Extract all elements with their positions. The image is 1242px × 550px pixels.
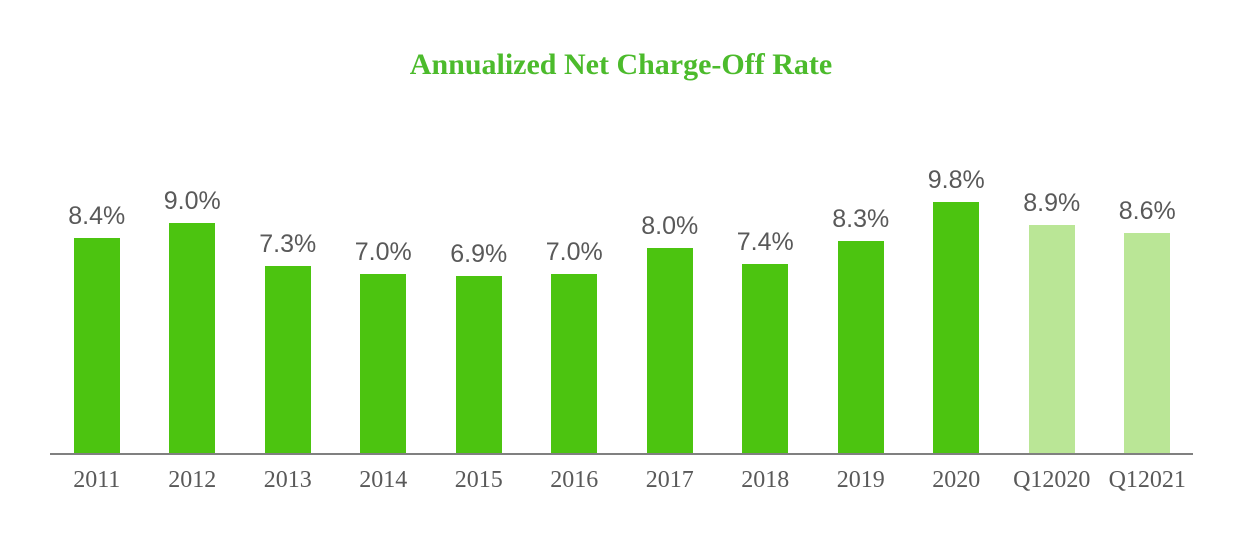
bar-group: 8.3% — [813, 153, 909, 453]
x-tick-label: 2015 — [454, 467, 503, 493]
x-tick-label: 2014 — [359, 467, 408, 493]
x-tick-label: Q12020 — [1013, 467, 1091, 493]
bar-group: 7.0% — [527, 153, 623, 453]
bar-group: 8.9% — [1004, 153, 1100, 453]
bar-group: 8.6% — [1100, 153, 1196, 453]
bar-value-label: 9.8% — [927, 166, 985, 194]
bar-value-label: 8.0% — [641, 212, 699, 240]
bar-value-label: 8.3% — [832, 205, 890, 233]
bar-value-label: 9.0% — [163, 187, 221, 215]
bar-value-label: 7.3% — [259, 230, 317, 258]
bar — [264, 266, 311, 453]
bar-group: 7.4% — [718, 153, 814, 453]
bars-row: 8.4% 9.0% 7.3% 7.0% 6.9% 7.0% 8.0% 7.4% 8.3% 9.8%… — [49, 153, 1195, 453]
bar-group: 6.9% — [431, 153, 527, 453]
bar — [360, 274, 407, 453]
x-tick-label: 2011 — [73, 467, 121, 493]
bar-value-label: 7.4% — [736, 228, 794, 256]
bar — [455, 276, 502, 453]
x-tick-label: 2016 — [550, 467, 599, 493]
bar-group: 7.0% — [336, 153, 432, 453]
bar-value-label: 7.0% — [545, 238, 603, 266]
bar — [169, 223, 216, 453]
bar-value-label: 8.6% — [1118, 197, 1176, 225]
x-tick-label: Q12021 — [1108, 467, 1186, 493]
bar-group: 7.3% — [240, 153, 336, 453]
bar-value-label: 8.9% — [1023, 189, 1081, 217]
x-axis-labels: 2011 2012 2013 2014 2015 2016 2017 2018 2019 2020… — [49, 467, 1195, 494]
bar — [73, 238, 120, 453]
bar — [933, 202, 980, 453]
bar — [646, 248, 693, 453]
x-tick-label: 2019 — [836, 467, 885, 493]
bar-group: 8.4% — [49, 153, 145, 453]
bar — [1028, 225, 1075, 453]
chart-title: Annualized Net Charge-Off Rate — [409, 48, 833, 81]
x-axis-line — [50, 453, 1193, 455]
bar-value-label: 7.0% — [354, 238, 412, 266]
bar — [1124, 233, 1171, 453]
bar — [551, 274, 598, 453]
x-tick-label: 2018 — [741, 467, 790, 493]
bar-value-label: 8.4% — [68, 202, 126, 230]
bar-group: 9.0% — [145, 153, 241, 453]
x-tick-label: 2012 — [168, 467, 217, 493]
x-tick-label: 2020 — [932, 467, 981, 493]
x-tick-label: 2013 — [263, 467, 312, 493]
bar — [837, 241, 884, 453]
bar-group: 9.8% — [909, 153, 1005, 453]
x-tick-label: 2017 — [645, 467, 694, 493]
bar-value-label: 6.9% — [450, 240, 508, 268]
bar-group: 8.0% — [622, 153, 718, 453]
bar — [742, 264, 789, 453]
